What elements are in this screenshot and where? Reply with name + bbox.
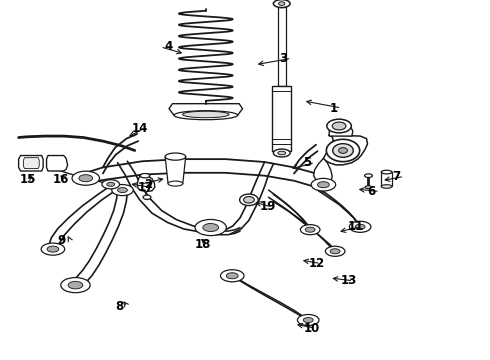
Ellipse shape — [182, 111, 229, 118]
Ellipse shape — [318, 182, 329, 188]
Ellipse shape — [326, 139, 360, 162]
Text: 15: 15 — [20, 173, 36, 186]
Text: 17: 17 — [138, 181, 154, 194]
Ellipse shape — [143, 195, 151, 199]
Ellipse shape — [41, 243, 65, 255]
Ellipse shape — [203, 224, 219, 231]
Ellipse shape — [220, 270, 244, 282]
Text: 19: 19 — [260, 201, 276, 213]
Ellipse shape — [381, 185, 392, 188]
Text: 9: 9 — [58, 234, 66, 247]
Ellipse shape — [300, 225, 320, 235]
Ellipse shape — [72, 171, 99, 185]
Ellipse shape — [381, 170, 392, 174]
Ellipse shape — [355, 224, 365, 229]
Ellipse shape — [325, 246, 345, 256]
Polygon shape — [24, 158, 39, 168]
Text: 11: 11 — [348, 220, 364, 233]
Ellipse shape — [102, 180, 120, 189]
Polygon shape — [47, 156, 68, 171]
Text: 8: 8 — [115, 300, 123, 313]
Text: 13: 13 — [341, 274, 357, 287]
Ellipse shape — [112, 185, 133, 195]
Polygon shape — [137, 176, 155, 192]
Polygon shape — [323, 135, 368, 165]
Ellipse shape — [305, 227, 315, 232]
Ellipse shape — [107, 182, 115, 186]
Text: 7: 7 — [392, 170, 400, 183]
Ellipse shape — [273, 149, 290, 157]
Text: 18: 18 — [195, 238, 211, 251]
Ellipse shape — [79, 175, 93, 182]
Text: 5: 5 — [303, 156, 311, 169]
Ellipse shape — [279, 2, 285, 5]
Ellipse shape — [195, 220, 226, 235]
Text: 1: 1 — [329, 102, 338, 114]
Ellipse shape — [349, 221, 371, 232]
Text: 6: 6 — [368, 185, 376, 198]
Ellipse shape — [333, 144, 353, 157]
Ellipse shape — [339, 148, 347, 153]
Polygon shape — [19, 156, 43, 171]
Text: 4: 4 — [164, 40, 172, 53]
Polygon shape — [272, 86, 291, 151]
Ellipse shape — [311, 178, 336, 191]
Ellipse shape — [273, 0, 290, 8]
Ellipse shape — [244, 197, 254, 203]
Bar — [381, 172, 392, 186]
Ellipse shape — [327, 119, 351, 133]
Ellipse shape — [168, 181, 183, 186]
Polygon shape — [165, 157, 186, 184]
Polygon shape — [169, 104, 243, 115]
Ellipse shape — [61, 278, 90, 293]
Ellipse shape — [174, 111, 238, 120]
Polygon shape — [278, 7, 286, 86]
Text: 12: 12 — [309, 257, 325, 270]
Ellipse shape — [278, 151, 286, 155]
Ellipse shape — [47, 246, 59, 252]
Ellipse shape — [303, 318, 313, 323]
Ellipse shape — [226, 273, 238, 279]
Ellipse shape — [240, 194, 258, 206]
Ellipse shape — [365, 174, 372, 177]
Text: 16: 16 — [53, 173, 69, 186]
Ellipse shape — [332, 122, 346, 130]
Ellipse shape — [118, 188, 127, 193]
Text: 3: 3 — [279, 52, 288, 65]
Ellipse shape — [165, 153, 186, 160]
Ellipse shape — [140, 174, 150, 178]
Text: 10: 10 — [304, 322, 320, 335]
Ellipse shape — [365, 186, 372, 189]
Ellipse shape — [68, 282, 83, 289]
Polygon shape — [329, 123, 353, 136]
Ellipse shape — [330, 249, 340, 254]
Ellipse shape — [297, 315, 319, 325]
Text: 2: 2 — [144, 178, 152, 191]
Text: 14: 14 — [131, 122, 147, 135]
Polygon shape — [314, 158, 332, 184]
